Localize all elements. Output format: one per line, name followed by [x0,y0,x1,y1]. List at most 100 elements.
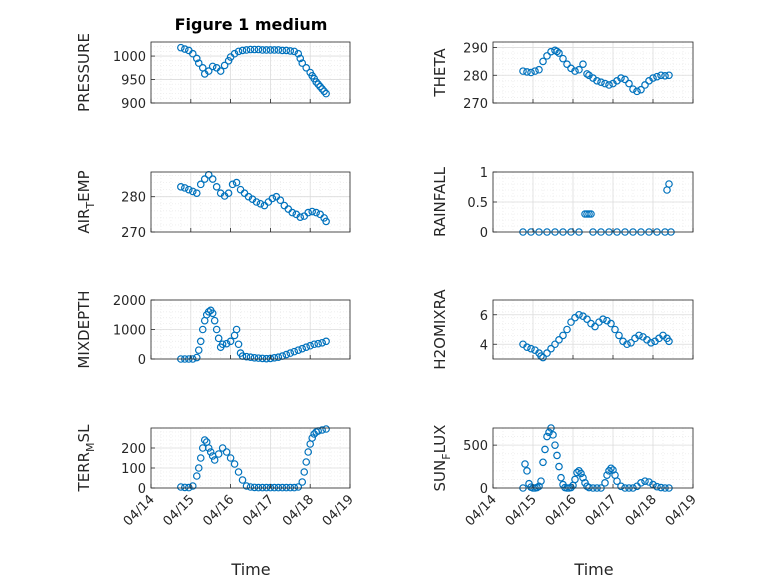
axes-box [492,299,694,360]
data-point [294,483,303,491]
data-point [661,72,669,80]
y-axis-label: PRESSURE [75,33,93,112]
data-point [551,441,559,449]
y-tick-label: 200 [121,442,146,457]
data-point [208,62,217,71]
data-point [204,67,213,75]
y-axis-label-subscript: F [440,453,453,459]
data-point [218,340,227,349]
data-point [177,483,185,491]
data-point [308,207,316,216]
data-point [583,315,591,323]
y-axis-label: TERRMSL [75,424,97,493]
data-point [553,451,561,460]
data-point [318,426,326,434]
data-point [551,340,559,349]
subplot-1: 900 950 1000 PRESSURE [75,33,351,112]
y-axis-label-part: AIR [75,209,93,234]
data-point [613,477,621,485]
y-tick-label: 0.5 [467,196,488,211]
data-point [587,210,595,218]
data-point [192,353,201,362]
data-point [314,339,322,348]
data-point [232,325,241,334]
data-point [250,45,259,54]
data-point [567,483,575,492]
y-axis-label-part: LUX [431,425,449,454]
y-tick-label: 950 [121,74,146,89]
data-point [298,478,307,486]
data-point [563,325,571,334]
data-point [527,344,535,353]
data-point [603,471,611,479]
axes-box [492,427,694,489]
data-point [575,310,583,319]
data-point [653,482,661,491]
data-point [238,46,247,55]
data-point [531,67,539,75]
y-tick-label: 1 [480,166,488,181]
data-point [607,464,615,473]
x-axis-label-left: Time [230,560,270,579]
data-point [181,184,189,192]
data-point [290,47,299,56]
data-point [665,71,673,80]
x-axis-label-right: Time [573,560,613,579]
data-point [220,61,229,70]
data-point [627,338,635,347]
data-point [555,462,563,471]
data-point [254,354,263,362]
data-point [318,85,326,93]
data-point [559,54,567,63]
data-point [543,52,551,60]
data-point [192,54,201,63]
data-point [567,318,575,326]
axes-box [150,41,351,104]
data-point [539,353,547,362]
data-point [194,464,203,472]
subplot-2: 270 280 290 THETA [431,42,694,112]
data-point [234,47,243,56]
data-point [290,347,299,356]
data-point [286,349,295,357]
data-point [312,208,320,217]
data-point [615,331,623,340]
data-point [543,349,551,357]
data-point [244,192,253,201]
data-point [300,468,309,476]
data-point [304,448,313,456]
data-point [258,46,267,54]
data-point [210,316,219,325]
axes-box [150,427,351,489]
data-point [637,479,645,487]
data-point [617,482,625,491]
data-point [181,483,189,492]
data-point [270,46,279,54]
data-point [649,74,657,82]
data-point [571,67,579,75]
data-point [318,338,326,347]
data-point [242,352,251,361]
chart-title: Figure 1 medium [175,15,328,34]
data-point [593,77,601,85]
data-point [216,67,225,75]
data-point [270,354,279,362]
data-point [226,337,235,346]
data-point [242,46,251,54]
data-point [226,454,235,462]
data-point [519,67,527,75]
data-point [214,334,223,343]
data-point [218,444,227,452]
y-tick-label: 0 [138,482,146,497]
data-point [192,472,201,480]
data-point [665,180,673,188]
y-axis-label-part: SUN [431,460,449,492]
data-point [185,185,193,194]
data-point [222,448,231,456]
data-point [657,483,665,492]
data-point [555,49,563,57]
data-point [310,340,318,349]
data-point [254,45,263,54]
y-tick-label: 0 [138,353,146,368]
